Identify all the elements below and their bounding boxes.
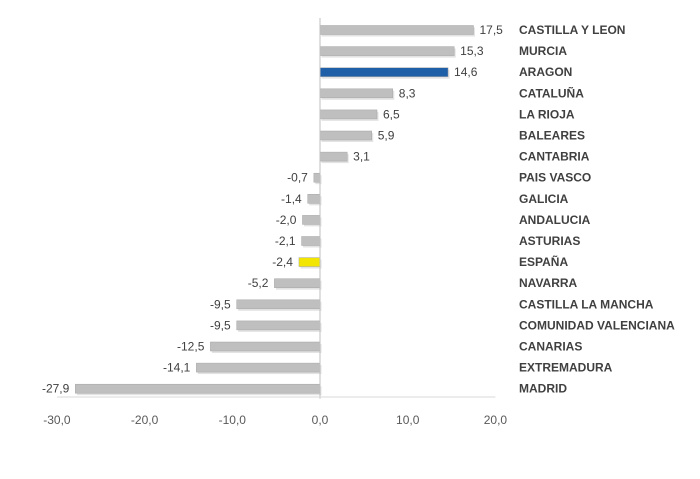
bar-comunidad-valenciana xyxy=(236,320,321,331)
value-label: -5,2 xyxy=(248,276,269,290)
bar-cantabria xyxy=(319,151,348,162)
bar-murcia xyxy=(319,46,455,56)
category-labels-group: CASTILLA Y LEON MURCIA ARAGON CATALUÑA LA RI… xyxy=(519,23,675,396)
category-label: CANTABRIA xyxy=(519,150,590,164)
category-label: CATALUÑA xyxy=(519,85,584,100)
bar-aragon xyxy=(319,67,449,77)
bar-navarra xyxy=(274,278,321,288)
x-tick-label: 0,0 xyxy=(312,413,329,427)
bar-extremadura xyxy=(196,362,321,373)
category-label: EXTREMADURA xyxy=(519,361,613,375)
category-label: LA RIOJA xyxy=(519,107,575,121)
value-label: -1,4 xyxy=(281,192,302,206)
bar-canarias xyxy=(210,341,321,352)
category-label: MURCIA xyxy=(519,44,567,58)
bar-castilla-la-mancha xyxy=(236,299,321,310)
value-label: -2,1 xyxy=(275,234,296,248)
bar-madrid xyxy=(75,383,321,394)
bar-andalucia xyxy=(302,215,321,225)
category-label: ESPAÑA xyxy=(519,254,568,269)
category-label: CANARIAS xyxy=(519,340,582,354)
value-label: 17,5 xyxy=(479,23,503,37)
value-label: 14,6 xyxy=(454,65,478,79)
category-label: ANDALUCIA xyxy=(519,213,591,227)
category-label: BALEARES xyxy=(519,129,585,143)
value-label: -27,9 xyxy=(42,382,70,396)
category-label: COMUNIDAD VALENCIANA xyxy=(519,318,675,332)
bar-castilla-y-leon xyxy=(319,25,474,35)
value-labels-group: 17,5 15,3 14,6 8,3 6,5 5,9 3,1 -0,7 -1,4 -2,0 -2,1… xyxy=(42,23,503,396)
bar-asturias xyxy=(301,236,321,246)
value-label: -2,0 xyxy=(276,213,297,227)
category-label: ARAGON xyxy=(519,65,572,79)
bars-group xyxy=(75,25,475,396)
bar-galicia xyxy=(307,194,321,204)
category-label: GALICIA xyxy=(519,192,569,206)
bar-pais-vasco xyxy=(313,172,321,183)
value-label: -9,5 xyxy=(210,318,231,332)
value-label: 3,1 xyxy=(353,150,370,164)
value-label: 6,5 xyxy=(383,107,400,121)
bar-españa xyxy=(298,257,321,267)
bar-baleares xyxy=(319,130,372,141)
value-label: 8,3 xyxy=(399,86,416,100)
category-label: ASTURIAS xyxy=(519,234,580,248)
value-label: -2,4 xyxy=(272,255,293,269)
category-label: PAIS VASCO xyxy=(519,171,591,185)
value-label: -9,5 xyxy=(210,297,231,311)
x-tick-label: 20,0 xyxy=(484,413,508,427)
category-label: CASTILLA LA MANCHA xyxy=(519,297,654,311)
value-label: 15,3 xyxy=(460,44,484,58)
x-tick-label: -20,0 xyxy=(131,413,159,427)
value-label: -14,1 xyxy=(163,361,191,375)
value-label: 5,9 xyxy=(378,129,395,143)
value-label: -12,5 xyxy=(177,340,205,354)
bar-cataluña xyxy=(319,88,394,99)
x-tick-label: 10,0 xyxy=(396,413,420,427)
x-axis-ticks-group: -30,0 -20,0 -10,0 0,0 10,0 20,0 xyxy=(43,413,507,427)
bar-la-rioja xyxy=(319,109,378,120)
x-tick-label: -10,0 xyxy=(219,413,247,427)
category-label: CASTILLA Y LEON xyxy=(519,23,625,37)
category-label: MADRID xyxy=(519,382,567,396)
x-tick-label: -30,0 xyxy=(43,413,71,427)
category-label: NAVARRA xyxy=(519,276,578,290)
value-label: -0,7 xyxy=(287,171,308,185)
